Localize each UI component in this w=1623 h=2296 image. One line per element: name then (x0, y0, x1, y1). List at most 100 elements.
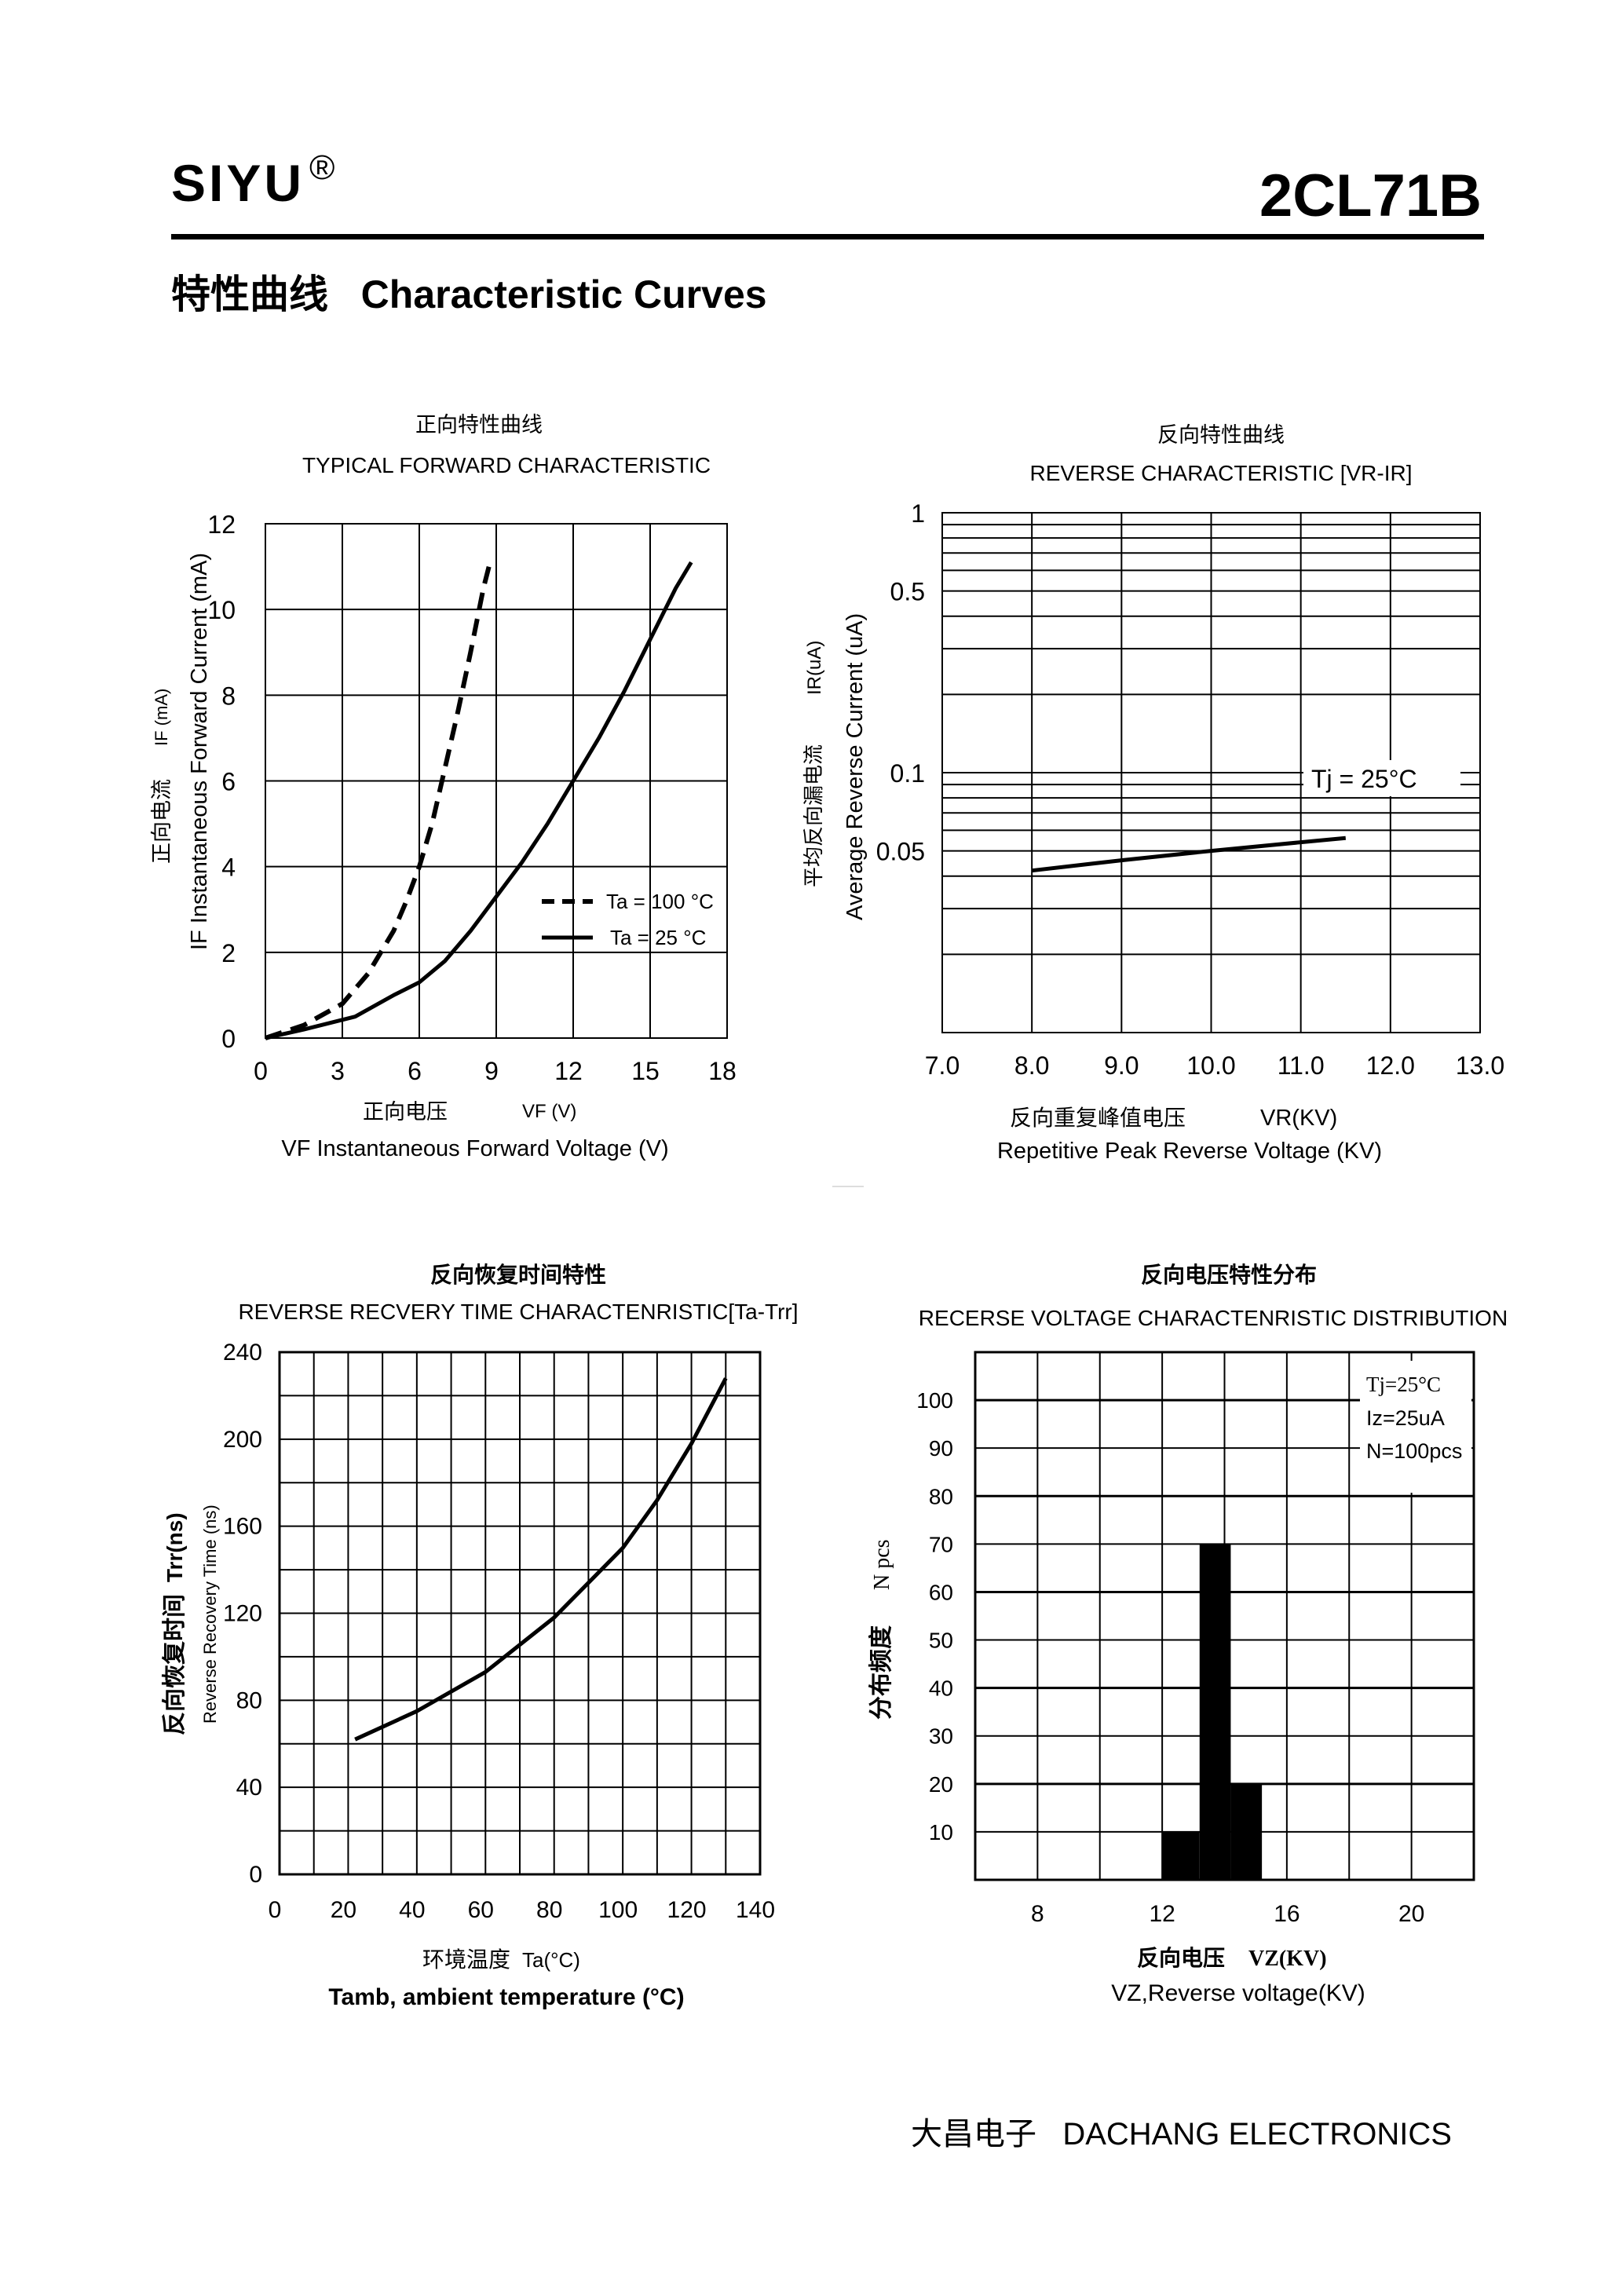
c1-y-tick-label: 8 (221, 682, 236, 710)
series-line-ta-100 (265, 557, 494, 1040)
part-number: 2CL71B (1259, 163, 1482, 229)
c2-title-cn: 反向特性曲线 (1157, 423, 1285, 447)
c2-xlabel-sym: VR(KV) (1260, 1106, 1337, 1131)
scan-artifact (832, 1186, 864, 1187)
c2-x-tick-label: 8.0 (1014, 1051, 1049, 1080)
c1-y-tick-label: 0 (221, 1025, 236, 1053)
c1-title-cn: 正向特性曲线 (415, 413, 543, 437)
c3-x-tick-label: 80 (536, 1897, 562, 1923)
c2-y-tick-label: 1 (911, 499, 925, 528)
c3-y-ticks: 0 40 80 120 160 200 240 (223, 1340, 262, 1888)
c3-xlabel-cn: 环境温度 (422, 1947, 510, 1972)
c2-title: REVERSE CHARACTERISTIC [VR-IR] (1030, 461, 1413, 485)
c2-ylabel-cn: 平均反向漏电流 (802, 744, 825, 887)
c4-y-tick-label: 80 (929, 1484, 953, 1508)
c4-y-tick-label: 90 (929, 1436, 953, 1461)
c1-legend-label-100: Ta = 100 °C (606, 890, 714, 913)
c4-title: RECERSE VOLTAGE CHARACTENRISTIC DISTRIBU… (919, 1306, 1508, 1330)
c4-y-ticks: 10 20 30 40 50 60 70 80 90 100 (916, 1388, 953, 1844)
c3-x-tick-label: 20 (331, 1897, 356, 1923)
c4-xlabel: VZ,Reverse voltage(KV) (1111, 1980, 1365, 2006)
c3-x-tick-label: 100 (598, 1897, 638, 1923)
c1-x-tick-label: 9 (484, 1057, 499, 1085)
registered-mark: ® (309, 148, 338, 187)
c4-title-cn: 反向电压特性分布 (1141, 1263, 1317, 1287)
c4-x-tick-label: 8 (1031, 1901, 1044, 1927)
histogram-bar (1199, 1544, 1231, 1880)
series-line-ir (1031, 835, 1347, 873)
c4-annotation-iz: Iz=25uA (1366, 1406, 1445, 1430)
c3-title: REVERSE RECVERY TIME CHARACTENRISTIC[Ta-… (238, 1300, 798, 1324)
c3-ylabel-cn: 反向恢复时间 (162, 1594, 188, 1735)
histogram-bar (1230, 1783, 1263, 1880)
c1-x-tick-label: 18 (708, 1057, 737, 1085)
c3-ylabel: Reverse Recovery Time (ns) (200, 1504, 220, 1724)
c3-y-tick-label: 0 (249, 1862, 262, 1888)
c4-x-ticks: 8 12 16 20 (1031, 1901, 1424, 1927)
c1-x-tick-label: 3 (331, 1057, 345, 1085)
c3-y-tick-label: 120 (223, 1601, 262, 1627)
c2-annotation: Tj = 25°C (1311, 765, 1417, 793)
c2-annotation-bg (1303, 760, 1460, 796)
c3-y-tick-label: 240 (223, 1340, 262, 1366)
c3-y-tick-label: 40 (236, 1775, 262, 1801)
series-line-trr (354, 1377, 728, 1742)
c4-y-tick-label: 100 (916, 1388, 953, 1413)
footer-company: 大昌电子 DACHANG ELECTRONICS (911, 2117, 1452, 2152)
header-rule (171, 234, 1484, 239)
c4-ylabel-cn: 分布频度 (868, 1625, 894, 1720)
c4-y-tick-label: 40 (929, 1676, 953, 1701)
c4-ylabel-sym: N pcs (870, 1539, 894, 1590)
reverse-characteristic-chart: 反向特性曲线 REVERSE CHARACTERISTIC [VR-IR] 7.… (802, 423, 1504, 1164)
c3-xlabel-sym: Ta(°C) (522, 1948, 580, 1972)
c3-x-ticks: 0 20 40 60 80 100 120 140 (269, 1897, 775, 1923)
c3-x-tick-label: 0 (269, 1897, 282, 1923)
c1-ylabel-sym: IF (mA) (152, 689, 171, 746)
c1-grid (265, 523, 728, 1039)
brand-name: SIYU (171, 154, 305, 212)
c1-series (265, 557, 693, 1040)
c2-grid (941, 512, 1481, 1033)
histogram-bar (1162, 1831, 1200, 1880)
c4-annotation-tj: Tj=25°C (1366, 1373, 1441, 1396)
c1-y-tick-label: 6 (221, 768, 236, 796)
c1-x-tick-label: 0 (254, 1057, 268, 1085)
c3-grid (278, 1351, 762, 1876)
c4-y-tick-label: 50 (929, 1629, 953, 1653)
c3-y-tick-label: 80 (236, 1687, 262, 1713)
c2-xlabel-cn: 反向重复峰值电压 (1010, 1106, 1186, 1130)
c3-ylabel-sym: Trr(ns) (163, 1512, 187, 1582)
voltage-distribution-chart: 反向电压特性分布 RECERSE VOLTAGE CHARACTENRISTIC… (868, 1263, 1508, 2006)
c2-x-tick-label: 11.0 (1278, 1051, 1325, 1080)
c1-y-ticks: 0 2 4 6 8 10 12 (207, 510, 236, 1053)
c2-ylabel-sym: IR(uA) (804, 641, 825, 695)
c1-xlabel-sym: VF (V) (522, 1101, 576, 1122)
c1-x-tick-label: 15 (631, 1057, 660, 1085)
c2-y-ticks: 1 0.5 0.1 0.05 (876, 499, 925, 866)
c2-y-tick-label: 0.05 (876, 838, 925, 866)
c3-y-tick-label: 160 (223, 1514, 262, 1540)
c1-y-tick-label: 4 (221, 854, 236, 882)
c4-annotation-n: N=100pcs (1366, 1439, 1462, 1463)
forward-characteristic-chart: 正向特性曲线 TYPICAL FORWARD CHARACTERISTIC 0 3… (150, 413, 737, 1161)
c1-ylabel: IF Instantaneous Forward Current (mA) (187, 553, 212, 950)
c4-annotation-bg (1360, 1361, 1471, 1493)
c2-series (1031, 835, 1347, 873)
c2-x-tick-label: 10.0 (1186, 1051, 1235, 1080)
c4-y-tick-label: 20 (929, 1772, 953, 1797)
c3-x-tick-label: 140 (736, 1897, 775, 1923)
c4-xlabel-sym: VZ(KV) (1248, 1947, 1327, 1971)
section-title: 特性曲线 Characteristic Curves (171, 272, 767, 316)
c2-x-tick-label: 7.0 (925, 1051, 960, 1080)
c1-legend: Ta = 100 °C Ta = 25 °C (542, 890, 714, 949)
c2-y-tick-label: 0.5 (890, 578, 925, 606)
c1-title: TYPICAL FORWARD CHARACTERISTIC (302, 453, 711, 477)
c4-y-tick-label: 30 (929, 1724, 953, 1749)
c2-x-tick-label: 13.0 (1456, 1051, 1504, 1080)
c4-xlabel-cn: 反向电压 (1137, 1946, 1225, 1970)
c2-y-tick-label: 0.1 (890, 759, 925, 788)
c1-x-ticks: 0 3 6 9 12 15 18 (254, 1057, 737, 1085)
c4-x-tick-label: 12 (1149, 1901, 1175, 1927)
c4-y-tick-label: 60 (929, 1580, 953, 1604)
c1-ylabel-cn: 正向电流 (150, 779, 174, 864)
